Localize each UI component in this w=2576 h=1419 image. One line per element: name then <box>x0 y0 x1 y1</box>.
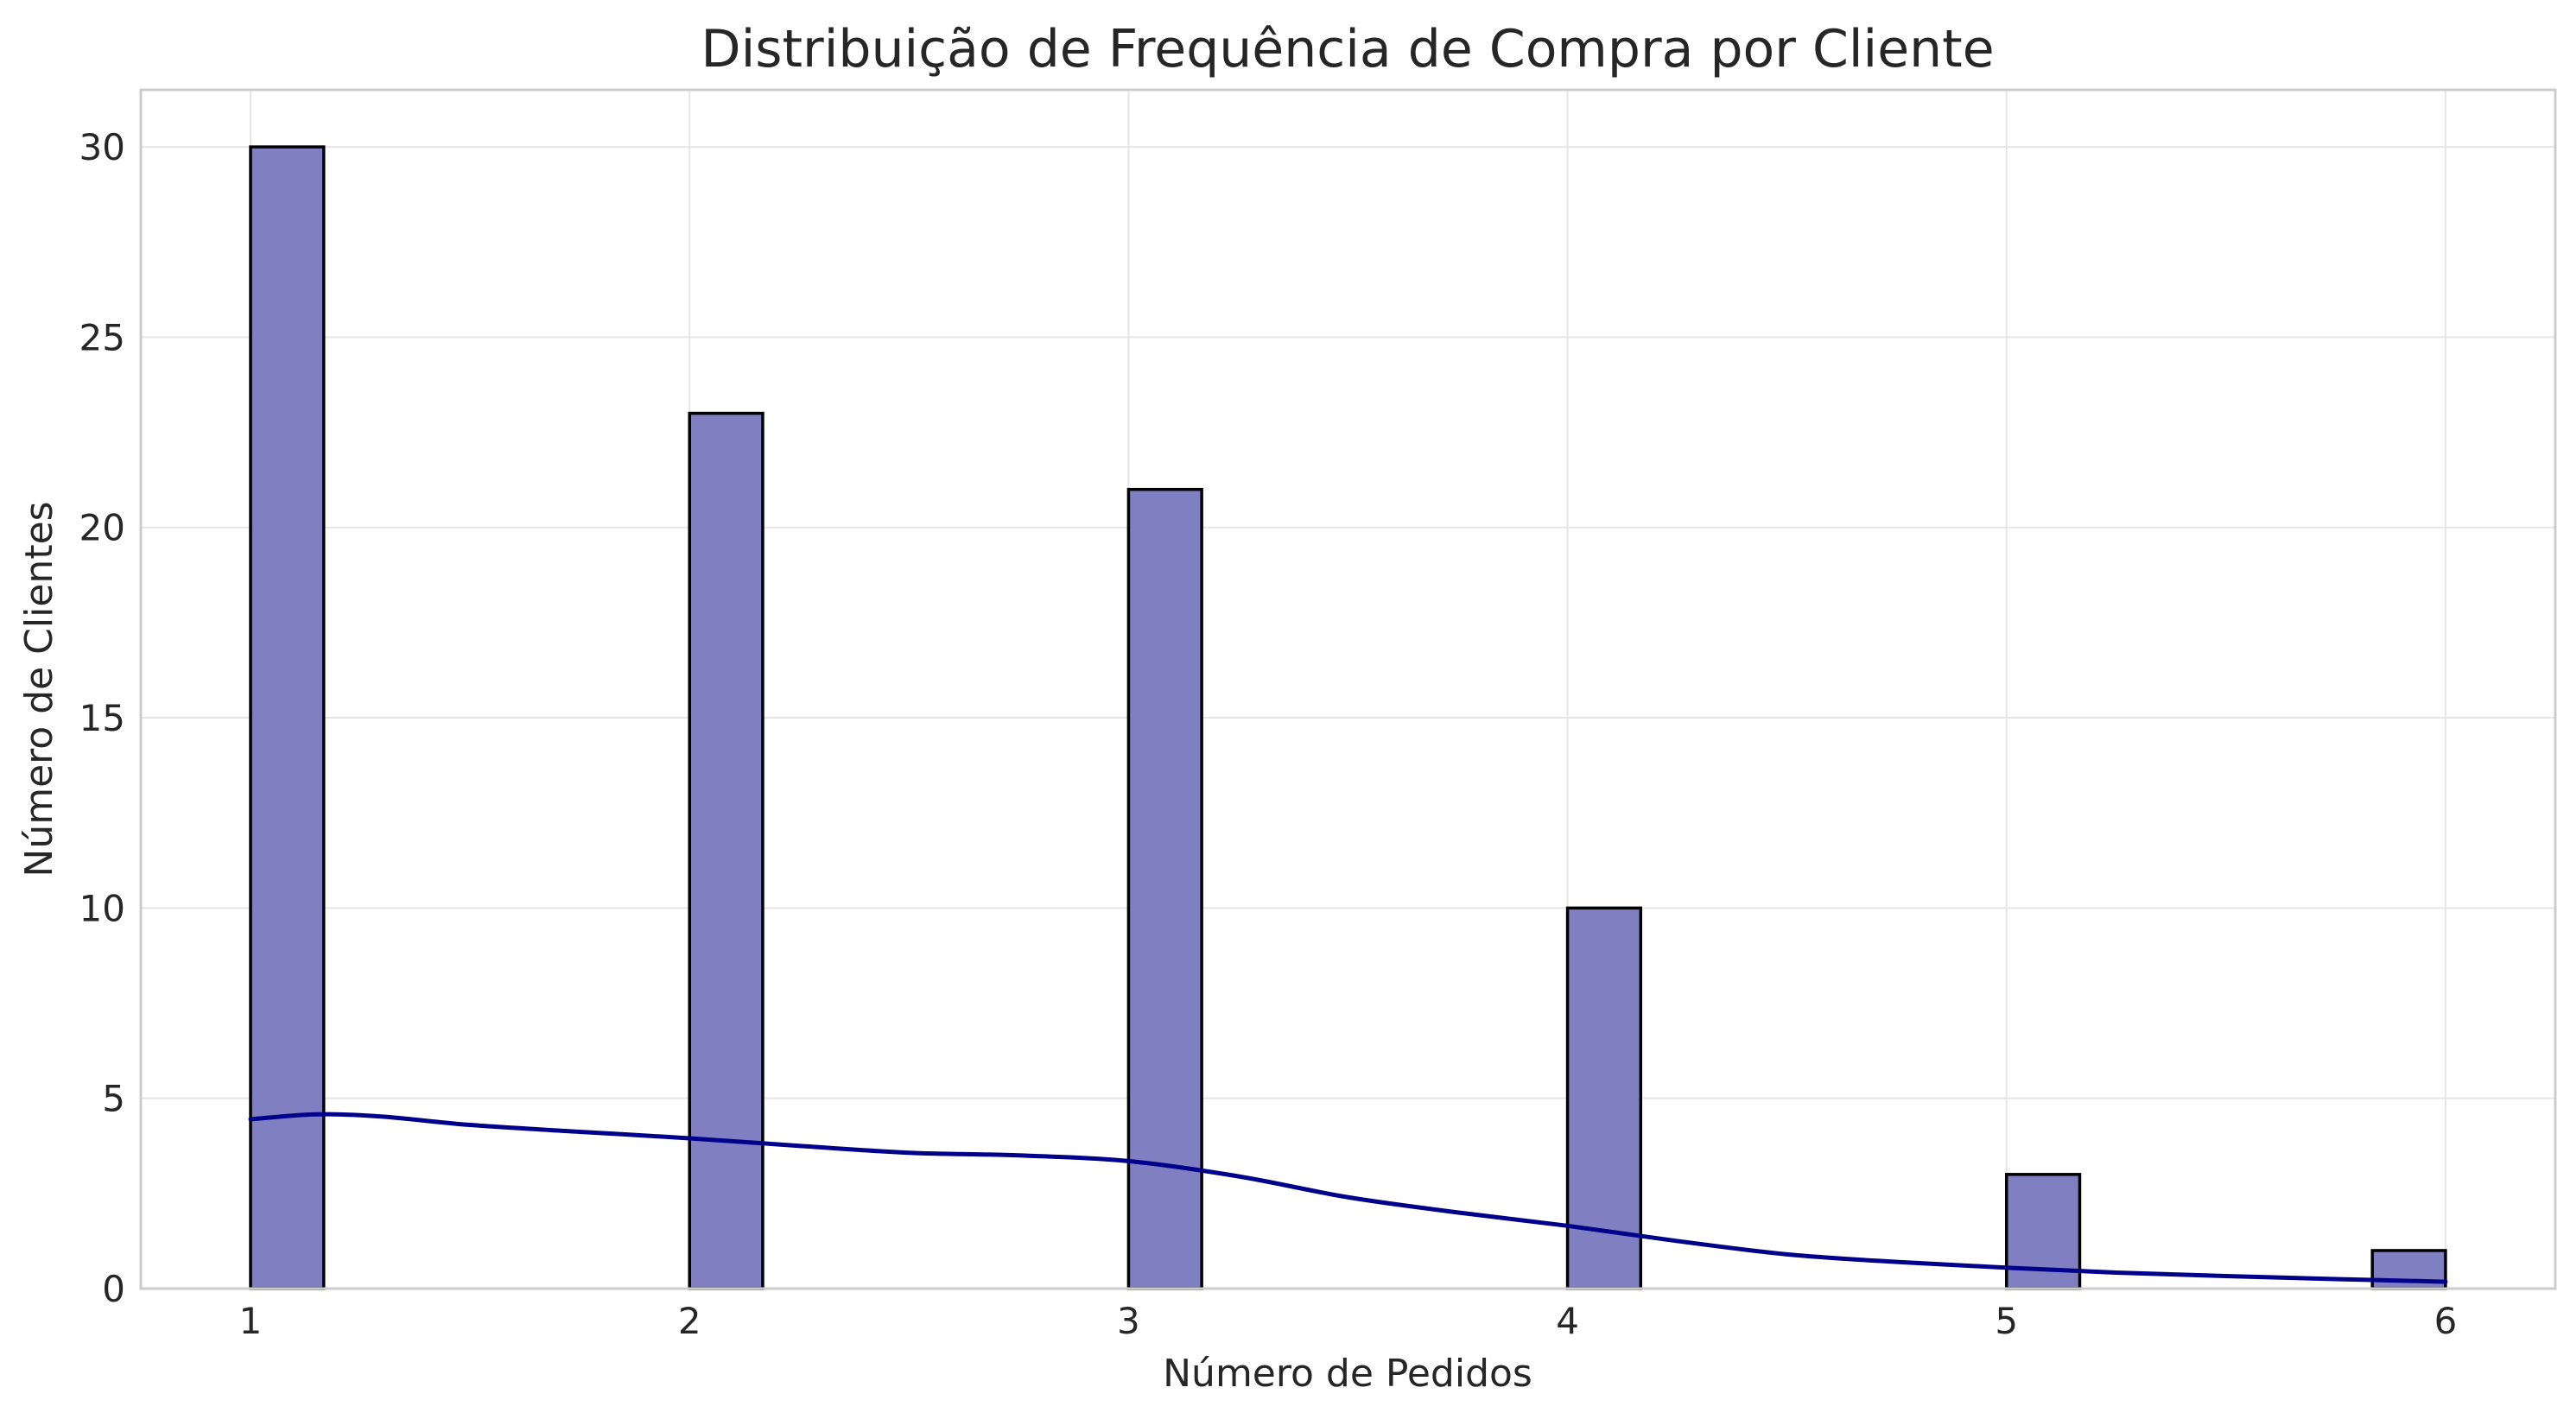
grid-lines <box>141 90 2555 1289</box>
x-tick-label: 2 <box>678 1300 701 1342</box>
x-axis-label: Número de Pedidos <box>1163 1352 1532 1396</box>
chart-title: Distribuição de Frequência de Compra por… <box>701 19 1994 79</box>
y-axis-ticks: 0 5 10 15 20 25 30 <box>79 126 125 1310</box>
y-tick-label: 15 <box>79 697 125 739</box>
histogram-bar <box>249 145 326 1290</box>
x-tick-label: 3 <box>1117 1300 1140 1342</box>
plot-frame <box>139 88 2557 1290</box>
y-tick-label: 0 <box>102 1268 125 1310</box>
kde-line <box>248 1112 2448 1284</box>
y-axis-label: Número de Clientes <box>17 501 61 877</box>
y-tick-label: 20 <box>79 507 125 549</box>
x-tick-label: 4 <box>1556 1300 1579 1342</box>
histogram-bar <box>688 411 765 1290</box>
x-tick-label: 6 <box>2434 1300 2458 1342</box>
histogram-bar <box>1126 487 1203 1290</box>
x-axis-ticks: 1 2 3 4 5 6 <box>239 1300 2458 1342</box>
y-tick-label: 10 <box>79 887 125 929</box>
kde-curve <box>248 1112 2448 1284</box>
y-tick-label: 5 <box>102 1078 125 1120</box>
x-tick-label: 1 <box>239 1300 263 1342</box>
x-tick-label: 5 <box>1995 1300 2018 1342</box>
y-tick-label: 25 <box>79 316 125 358</box>
y-tick-label: 30 <box>79 126 125 168</box>
